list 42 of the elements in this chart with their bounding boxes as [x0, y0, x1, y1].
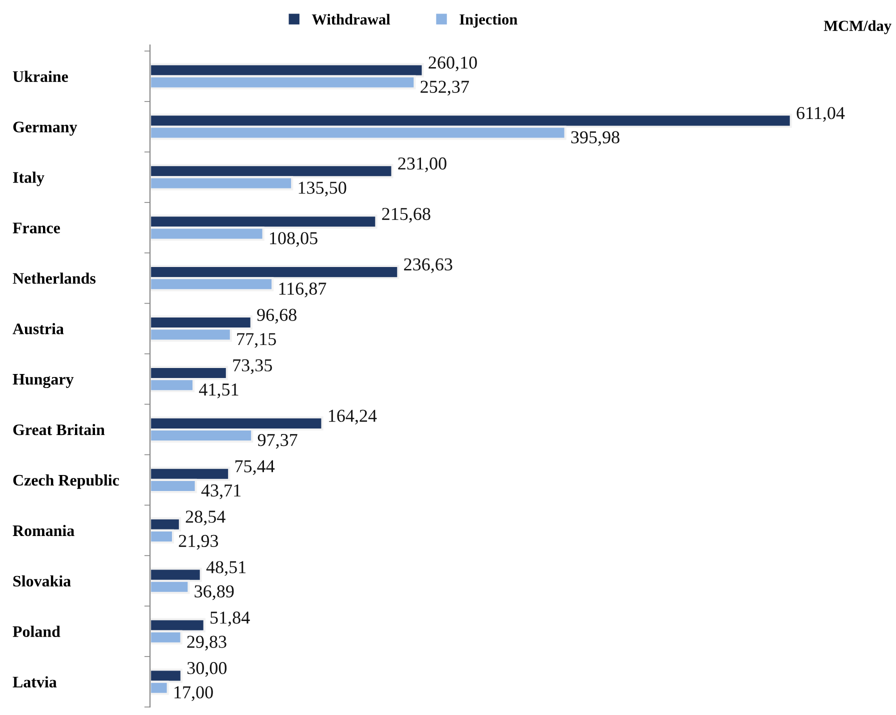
y-tick-label: Latvia — [12, 676, 57, 688]
y-tick-label: Austria — [12, 323, 64, 334]
data-label: 43,71 — [201, 484, 241, 500]
y-tick-label: Slovakia — [13, 575, 71, 587]
data-label: 231,00 — [398, 157, 446, 172]
data-label: 73,35 — [233, 359, 272, 374]
data-label: 116,87 — [279, 282, 326, 298]
legend-label: Withdrawal — [312, 14, 390, 25]
text: MCM/day — [824, 20, 892, 34]
y-tick-label: Czech Republic — [13, 474, 120, 489]
data-label: 41,51 — [199, 384, 238, 398]
data-label: 97,37 — [258, 434, 298, 449]
y-tick-label: Great Britain — [13, 424, 105, 436]
y-tick-label: France — [12, 222, 60, 234]
y-tick-label: Hungary — [12, 374, 74, 388]
data-label: 260,10 — [428, 56, 477, 72]
data-label: 48,51 — [206, 561, 246, 576]
y-tick-label: Germany — [13, 122, 78, 136]
y-tick-label: Romania — [12, 524, 74, 536]
data-label: 252,37 — [420, 80, 469, 96]
data-label: 17,00 — [174, 686, 213, 701]
data-label: 28,54 — [186, 510, 226, 526]
data-label: 135,50 — [298, 182, 346, 196]
data-label: 30,00 — [187, 662, 227, 677]
y-tick-label: Netherlands — [12, 272, 96, 284]
data-label: 164,24 — [328, 410, 377, 424]
y-tick-label: Ukraine — [12, 70, 68, 82]
data-label: 215,68 — [382, 208, 430, 223]
data-label: 51,84 — [210, 612, 250, 626]
y-tick-label: Italy — [13, 172, 44, 186]
legend-label: Injection — [460, 14, 518, 28]
data-label: 108,05 — [270, 232, 318, 247]
y-tick-label: Poland — [12, 626, 60, 638]
data-label: 236,63 — [404, 258, 452, 274]
data-label: 395,98 — [571, 131, 620, 146]
data-label: 21,93 — [178, 534, 218, 550]
data-label: 96,68 — [257, 308, 296, 324]
data-label: 36,89 — [194, 585, 234, 600]
data-label: 29,83 — [187, 636, 226, 651]
data-label: 75,44 — [235, 460, 275, 475]
data-label: 611,04 — [796, 106, 845, 122]
data-label: 77,15 — [237, 333, 276, 348]
